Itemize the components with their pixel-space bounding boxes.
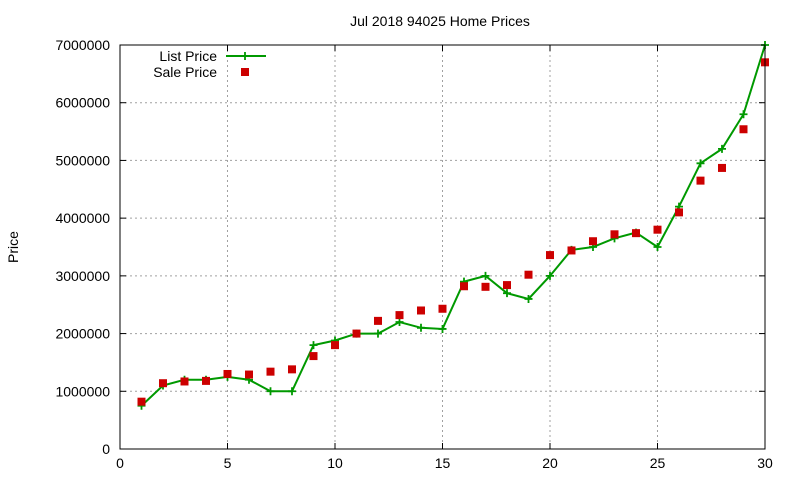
sale-price-point — [696, 176, 705, 185]
y-tick-label: 3000000 — [55, 268, 110, 284]
data-series — [137, 41, 769, 410]
list-price-point — [438, 324, 447, 333]
x-tick-label: 5 — [224, 455, 232, 471]
sale-price-point — [417, 306, 425, 315]
list-price-point — [266, 387, 275, 396]
y-tick-label: 6000000 — [55, 95, 110, 111]
legend-list-price-label: List Price — [159, 48, 217, 64]
plot-border — [119, 44, 766, 450]
list-price-point — [546, 271, 554, 280]
sale-price-point — [610, 230, 619, 239]
legend-list-price-marker — [241, 52, 249, 60]
sale-price-point — [503, 281, 511, 290]
sale-price-point — [653, 225, 662, 234]
x-tick-label: 30 — [757, 455, 773, 471]
sale-price-point — [331, 341, 339, 350]
sale-price-point — [567, 246, 576, 255]
sale-price-point — [632, 229, 640, 238]
sale-price-point — [180, 377, 189, 386]
list-price-point — [288, 387, 296, 396]
x-tick-label: 20 — [542, 455, 558, 471]
y-tick-label: 7000000 — [55, 37, 110, 53]
sale-price-point — [481, 282, 490, 291]
y-tick-label: 4000000 — [55, 210, 110, 226]
sale-price-point — [374, 316, 382, 325]
legend-sale-price-swatch — [241, 68, 249, 76]
y-axis-label: Price — [5, 231, 21, 263]
sale-price-point — [159, 379, 167, 388]
x-tick-label: 15 — [435, 455, 451, 471]
list-price-point — [417, 323, 425, 332]
sale-price-point — [546, 251, 554, 260]
list-price-point — [374, 329, 382, 338]
x-tick-label: 25 — [650, 455, 666, 471]
list-price-point — [395, 318, 404, 327]
sale-price-point — [266, 367, 275, 376]
y-tick-label: 2000000 — [55, 326, 110, 342]
sale-price-point — [137, 397, 146, 406]
list-price-point — [739, 110, 748, 119]
y-tick-label: 1000000 — [55, 383, 110, 399]
sale-price-point — [718, 163, 726, 172]
sale-price-point — [352, 329, 361, 338]
sale-price-point — [202, 376, 210, 385]
list-price-series — [137, 41, 769, 410]
list-price-point — [653, 243, 662, 251]
sale-price-point — [589, 237, 597, 246]
sale-price-series — [137, 58, 769, 406]
sale-price-point — [438, 304, 447, 313]
chart-title: Jul 2018 94025 Home Prices — [350, 13, 530, 29]
list-price-point — [503, 289, 511, 298]
axis-ticks: 0 5 10 15 20 25 30 0 1000000 2000000 3000000 400000… — [55, 37, 773, 471]
list-price-point — [481, 271, 490, 280]
list-price-line — [140, 44, 766, 407]
sale-price-point — [675, 208, 683, 217]
list-price-point — [309, 341, 318, 350]
sale-price-point — [288, 365, 296, 374]
sale-price-point — [395, 311, 404, 320]
sale-price-point — [524, 270, 533, 279]
list-price-point — [696, 159, 705, 168]
y-tick-label: 5000000 — [55, 152, 110, 168]
sale-price-point — [460, 282, 468, 291]
sale-price-point — [739, 125, 748, 134]
list-price-point — [718, 144, 726, 153]
grid-lines — [120, 45, 765, 449]
x-tick-label: 0 — [116, 455, 124, 471]
sale-price-point — [309, 352, 318, 361]
sale-price-point — [223, 369, 232, 378]
x-tick-label: 10 — [327, 455, 343, 471]
y-tick-label: 0 — [102, 441, 110, 457]
list-price-point — [524, 294, 533, 303]
legend-sale-price-label: Sale Price — [153, 64, 217, 80]
sale-price-point — [245, 370, 253, 379]
